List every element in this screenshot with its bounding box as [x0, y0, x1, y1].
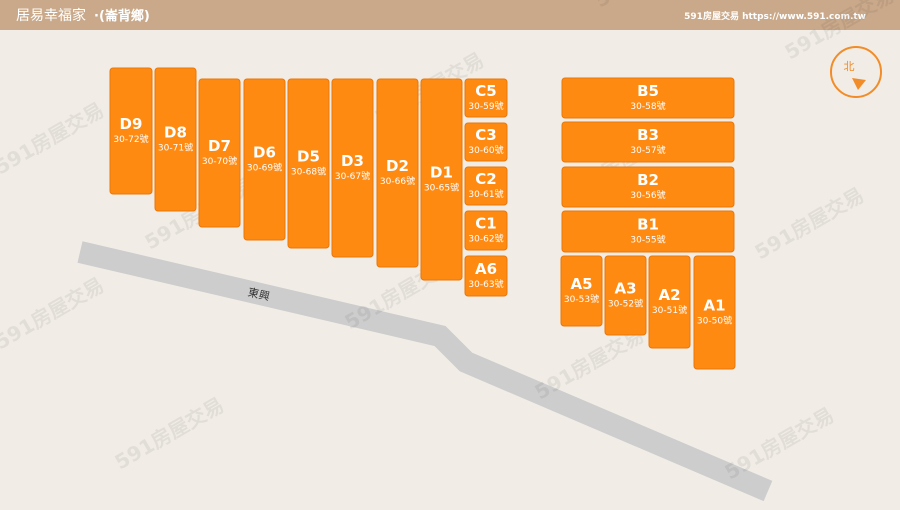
lot-number: 30-58號 — [630, 100, 665, 112]
lot-name: D6 — [253, 144, 276, 162]
lot — [287, 78, 330, 249]
lot-number: 30-65號 — [424, 182, 459, 194]
lot-number: 30-60號 — [468, 144, 503, 156]
lot-number: 30-72號 — [113, 133, 148, 145]
lot-number: 30-52號 — [608, 298, 643, 310]
lot — [198, 78, 241, 228]
lot-name: D9 — [120, 115, 143, 133]
lot-name: D7 — [208, 137, 231, 155]
header-bar — [0, 0, 900, 30]
lot — [561, 121, 735, 163]
lot-name: C1 — [475, 215, 496, 233]
header-title: 居易幸福家 — [16, 7, 86, 24]
lot-number: 30-68號 — [291, 166, 326, 178]
lot-number: 30-55號 — [630, 234, 665, 246]
compass — [830, 46, 882, 98]
header-brand: 591房屋交易 https://www.591.com.tw — [684, 10, 866, 22]
lot-name: D2 — [386, 157, 409, 175]
compass-label: 北 — [844, 60, 855, 73]
lot-number: 30-53號 — [564, 293, 599, 305]
lot-number: 30-50號 — [697, 315, 732, 327]
lot-name: A3 — [614, 280, 636, 298]
lot-number: 30-69號 — [247, 162, 282, 174]
lot — [331, 78, 374, 258]
lot-name: D3 — [341, 152, 364, 170]
lot-name: B3 — [637, 126, 659, 144]
header-location: ·(崙背鄉) — [94, 8, 150, 24]
lot-number: 30-59號 — [468, 100, 503, 112]
lot-number: 30-70號 — [202, 155, 237, 167]
lot-name: A6 — [475, 260, 497, 278]
lot — [561, 210, 735, 253]
lot — [560, 255, 603, 327]
lot-number: 30-51號 — [652, 304, 687, 316]
lot — [464, 166, 508, 206]
lot — [464, 122, 508, 162]
lot-name: D8 — [164, 124, 187, 142]
lot-number: 30-57號 — [630, 144, 665, 156]
lot-name: B5 — [637, 82, 659, 100]
road — [77, 241, 773, 502]
lot — [464, 78, 508, 118]
lot-name: B1 — [637, 216, 659, 234]
lot-name: A5 — [570, 275, 592, 293]
lot — [464, 210, 508, 251]
lot-number: 30-67號 — [335, 170, 370, 182]
lot-name: C3 — [475, 126, 496, 144]
lot-number: 30-56號 — [630, 189, 665, 201]
lot-number: 30-66號 — [380, 175, 415, 187]
lot-number: 30-62號 — [468, 233, 503, 245]
lot — [376, 78, 419, 268]
lot-name: A1 — [703, 297, 725, 315]
lot — [420, 78, 463, 281]
compass-arrow — [852, 78, 866, 90]
lot-name: C2 — [475, 170, 496, 188]
road-label: 東興 — [247, 286, 271, 304]
lot — [561, 77, 735, 119]
lot-name: B2 — [637, 171, 659, 189]
lot — [648, 255, 691, 349]
lot-number: 30-63號 — [468, 278, 503, 290]
lot — [464, 255, 508, 297]
lot — [243, 78, 286, 241]
lot-number: 30-71號 — [158, 142, 193, 154]
lot-name: D1 — [430, 164, 453, 182]
lot-name: C5 — [475, 82, 496, 100]
lot-name: D5 — [297, 148, 320, 166]
lot-number: 30-61號 — [468, 188, 503, 200]
lot — [561, 166, 735, 208]
lot — [693, 255, 736, 370]
lot-name: A2 — [658, 286, 680, 304]
lot — [109, 67, 153, 195]
lot — [154, 67, 197, 212]
lot — [604, 255, 647, 336]
